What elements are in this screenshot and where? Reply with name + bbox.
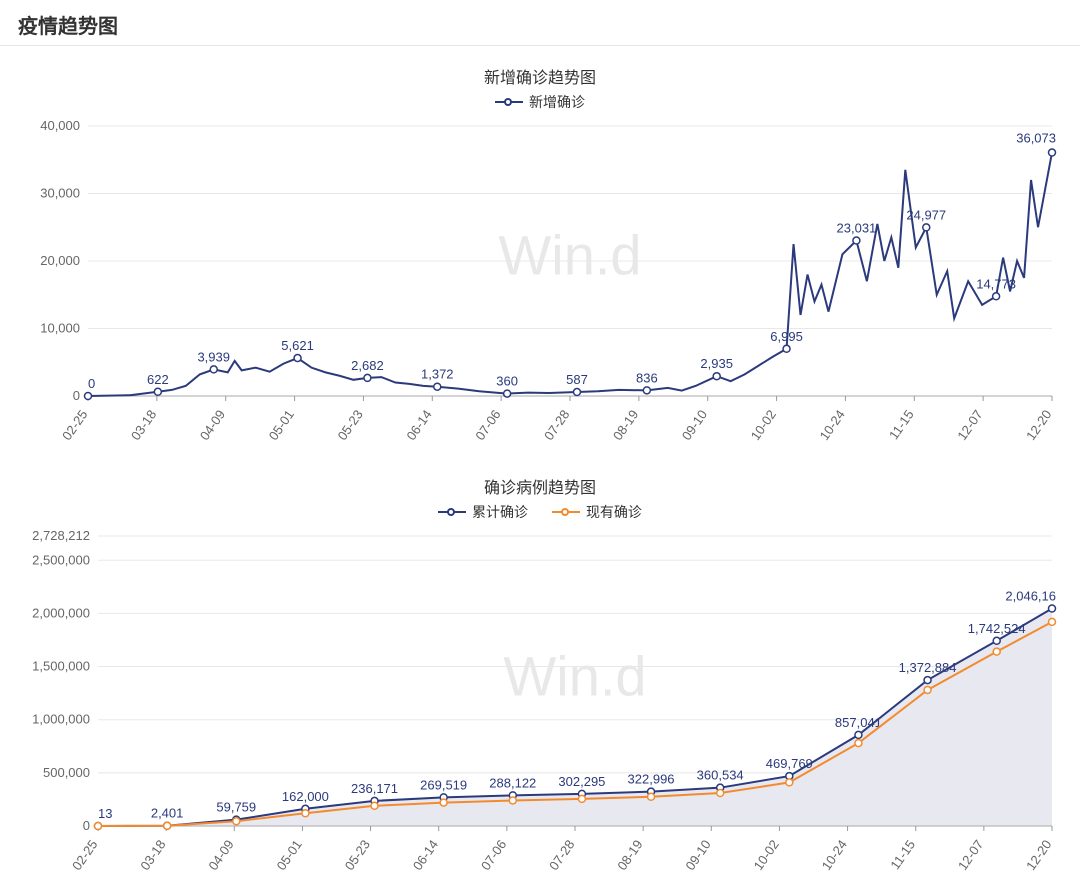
svg-text:2,401: 2,401: [151, 806, 184, 821]
chart2-container: 确诊病例趋势图 累计确诊 现有确诊 0 500,000 1,000,000 1,500…: [0, 456, 1080, 886]
svg-text:1,372,884: 1,372,884: [899, 660, 957, 675]
chart1-title: 新增确诊趋势图: [18, 64, 1062, 88]
chart1-container: 新增确诊趋势图 新增确诊 010,00020,00030,00040,00002…: [0, 46, 1080, 456]
svg-text:02-25: 02-25: [69, 837, 100, 873]
svg-text:10-02: 10-02: [748, 407, 779, 443]
chart2-svg: 0 500,000 1,000,000 1,500,000 2,000,000 2,500…: [18, 526, 1062, 886]
svg-text:04-09: 04-09: [197, 407, 228, 443]
svg-text:360,534: 360,534: [697, 768, 744, 783]
svg-text:360: 360: [496, 374, 518, 389]
svg-text:10,000: 10,000: [40, 321, 80, 336]
svg-text:2,000,000: 2,000,000: [32, 605, 90, 620]
legend-marker-icon: [504, 98, 512, 106]
svg-text:06-14: 06-14: [410, 837, 441, 873]
svg-text:12-07: 12-07: [955, 837, 986, 873]
svg-text:11-15: 11-15: [886, 407, 917, 442]
chart2-legend-item-cum: 累计确诊: [438, 502, 528, 522]
svg-text:3,939: 3,939: [197, 349, 230, 364]
svg-text:2,728,212: 2,728,212: [32, 528, 90, 543]
svg-text:04-09: 04-09: [205, 837, 236, 873]
chart1-legend-item-new: 新增确诊: [495, 92, 585, 112]
chart1-legend: 新增确诊: [18, 90, 1062, 112]
svg-text:09-10: 09-10: [682, 837, 713, 873]
svg-text:469,769: 469,769: [766, 756, 813, 771]
svg-text:07-28: 07-28: [546, 837, 577, 873]
svg-text:288,122: 288,122: [489, 775, 536, 790]
svg-text:05-01: 05-01: [266, 407, 297, 443]
svg-text:03-18: 03-18: [128, 407, 159, 443]
legend-line-icon: [438, 511, 466, 513]
svg-text:587: 587: [566, 372, 588, 387]
svg-text:59,759: 59,759: [216, 800, 256, 815]
legend-marker-icon: [561, 508, 569, 516]
svg-text:1,500,000: 1,500,000: [32, 659, 90, 674]
svg-text:20,000: 20,000: [40, 253, 80, 268]
svg-text:10-24: 10-24: [819, 837, 850, 873]
page-title: 疫情趋势图: [0, 0, 1080, 46]
svg-text:6,995: 6,995: [770, 329, 803, 344]
svg-text:05-23: 05-23: [342, 837, 373, 873]
svg-text:269,519: 269,519: [420, 777, 467, 792]
svg-text:11-15: 11-15: [887, 837, 918, 872]
svg-text:12-20: 12-20: [1023, 837, 1054, 873]
chart2-legend-label-cum: 累计确诊: [472, 502, 528, 522]
svg-text:857,041: 857,041: [835, 715, 882, 730]
legend-line-icon: [552, 511, 580, 513]
svg-text:06-14: 06-14: [403, 407, 434, 443]
svg-text:Win.d: Win.d: [498, 224, 641, 287]
svg-text:36,073: 36,073: [1016, 131, 1056, 146]
svg-text:1,372: 1,372: [421, 367, 454, 382]
svg-text:Win.d: Win.d: [503, 645, 646, 708]
svg-text:0: 0: [88, 376, 95, 391]
svg-text:2,935: 2,935: [700, 356, 733, 371]
svg-text:02-25: 02-25: [59, 407, 90, 443]
svg-text:236,171: 236,171: [351, 781, 398, 796]
svg-text:836: 836: [636, 370, 658, 385]
svg-text:40,000: 40,000: [40, 118, 80, 133]
svg-text:08-19: 08-19: [610, 407, 641, 443]
svg-text:13: 13: [98, 806, 112, 821]
svg-text:302,295: 302,295: [558, 774, 605, 789]
legend-marker-icon: [447, 508, 455, 516]
svg-text:03-18: 03-18: [137, 837, 168, 873]
svg-text:24,977: 24,977: [906, 207, 946, 222]
svg-text:08-19: 08-19: [614, 837, 645, 873]
svg-text:14,773: 14,773: [976, 276, 1016, 291]
svg-text:2,046,16: 2,046,16: [1005, 588, 1056, 603]
chart1-legend-label: 新增确诊: [529, 92, 585, 112]
svg-text:09-10: 09-10: [679, 407, 710, 443]
svg-text:322,996: 322,996: [628, 772, 675, 787]
svg-text:500,000: 500,000: [43, 765, 90, 780]
svg-text:2,500,000: 2,500,000: [32, 552, 90, 567]
svg-text:622: 622: [147, 372, 169, 387]
svg-text:2,682: 2,682: [351, 358, 384, 373]
legend-line-icon: [495, 101, 523, 103]
svg-text:12-20: 12-20: [1023, 407, 1054, 443]
svg-text:05-23: 05-23: [335, 407, 366, 443]
svg-text:23,031: 23,031: [837, 221, 877, 236]
svg-text:10-02: 10-02: [751, 837, 782, 873]
svg-text:07-06: 07-06: [478, 837, 509, 873]
svg-text:0: 0: [73, 388, 80, 403]
chart2-legend-item-act: 现有确诊: [552, 502, 642, 522]
svg-text:10-24: 10-24: [817, 407, 848, 443]
svg-text:30,000: 30,000: [40, 186, 80, 201]
chart1-svg: 0 10,000 20,000 30,000 40,000 02-25 03-18 04-09…: [18, 116, 1062, 456]
chart2-legend-label-act: 现有确诊: [586, 502, 642, 522]
svg-text:5,621: 5,621: [281, 338, 314, 353]
svg-text:07-28: 07-28: [541, 407, 572, 443]
svg-text:1,742,524: 1,742,524: [968, 621, 1026, 636]
svg-text:07-06: 07-06: [472, 407, 503, 443]
svg-text:162,000: 162,000: [282, 789, 329, 804]
svg-text:12-07: 12-07: [954, 407, 985, 443]
svg-text:0: 0: [83, 818, 90, 833]
chart2-title: 确诊病例趋势图: [18, 474, 1062, 498]
svg-text:05-01: 05-01: [274, 837, 305, 873]
svg-text:1,000,000: 1,000,000: [32, 712, 90, 727]
chart2-legend: 累计确诊 现有确诊: [18, 500, 1062, 522]
